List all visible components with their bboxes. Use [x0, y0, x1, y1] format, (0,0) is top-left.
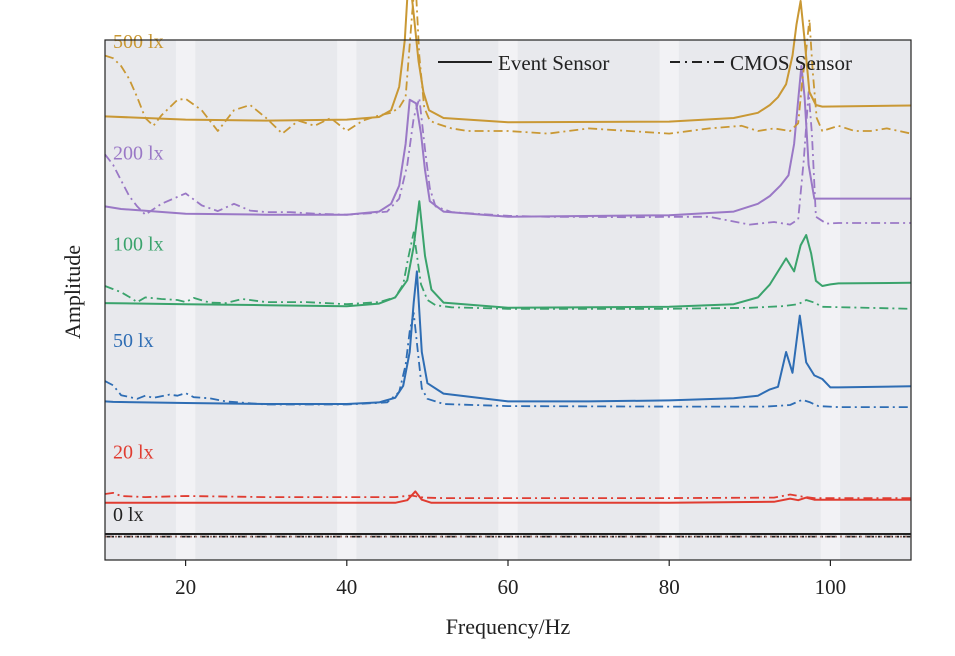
x-tick-label: 60: [498, 575, 519, 599]
series-label: 500 lx: [113, 31, 164, 53]
series-label: 50 lx: [113, 330, 154, 352]
event-sensor-line: [105, 490, 911, 504]
series-label: 20 lx: [113, 442, 154, 464]
legend-cmos-label: CMOS Sensor: [730, 51, 852, 75]
series-label: 200 lx: [113, 143, 164, 165]
cmos-sensor-line: [104, 491, 911, 500]
series-0-lx: [105, 533, 911, 538]
grid-band: [175, 40, 196, 560]
x-tick-label: 100: [815, 575, 847, 599]
x-axis-ticks: 20 40 60 80 100: [175, 560, 846, 599]
grid-band: [498, 40, 518, 560]
series-20-lx: [104, 490, 911, 504]
grid-bands: [175, 40, 841, 560]
y-axis-title: Amplitude: [60, 245, 85, 339]
legend-event-label: Event Sensor: [498, 51, 609, 75]
event-sensor-line: [104, 270, 912, 405]
series-50-lx: [104, 270, 912, 409]
series-200-lx: [104, 65, 911, 226]
series-labels: 500 lx 200 lx 100 lx 50 lx 20 lx 0 lx: [113, 31, 164, 526]
x-axis-title: Frequency/Hz: [446, 614, 571, 639]
series-100-lx: [104, 200, 912, 310]
event-sensor-line: [104, 200, 912, 309]
x-tick-label: 40: [336, 575, 357, 599]
series-label: 100 lx: [113, 234, 164, 256]
cmos-sensor-line: [104, 91, 911, 226]
grid-band: [659, 40, 679, 560]
grid-band: [820, 40, 841, 560]
series-500-lx: [104, 0, 912, 135]
cmos-sensor-line: [104, 312, 911, 409]
series-layer: [104, 0, 912, 538]
grid-band: [337, 40, 357, 560]
series-label: 0 lx: [113, 504, 144, 526]
event-sensor-line: [104, 65, 911, 218]
x-tick-label: 20: [175, 575, 196, 599]
x-tick-label: 80: [659, 575, 680, 599]
event-sensor-line: [104, 0, 912, 124]
legend: Event Sensor CMOS Sensor: [438, 51, 852, 75]
